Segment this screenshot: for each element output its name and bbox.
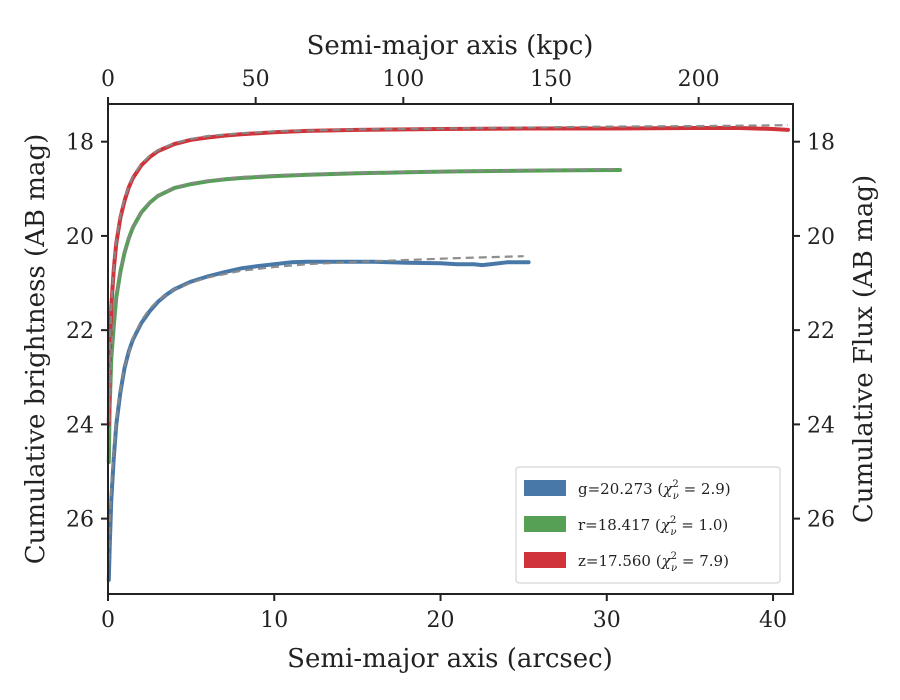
model-curve-r: [107, 167, 621, 448]
top-tick-label: 100: [382, 67, 424, 92]
right-y-tick-label: 18: [807, 131, 835, 156]
y-tick-label: 26: [66, 508, 94, 533]
legend-label: r=18.417 (χ2 ν = 1.0): [578, 515, 728, 538]
top-tick-label: 50: [242, 67, 270, 92]
y-tick-label: 22: [66, 319, 94, 344]
plot-area: [106, 124, 790, 582]
right-y-tick-label: 22: [807, 319, 835, 344]
model-curve-z: [107, 124, 789, 416]
legend-box: [515, 466, 781, 584]
right-y-tick-label: 20: [807, 225, 835, 250]
legend: g=20.273 (χ2 ν = 2.9) r=18.417 (χ2 ν = 1.0)…: [515, 466, 781, 584]
x-tick-label: 20: [427, 608, 455, 633]
legend-label: z=17.560 (χ2 ν = 7.9): [578, 551, 729, 574]
x-axis-title: Semi-major axis (arcsec): [287, 644, 613, 674]
plot-frame: [107, 103, 794, 595]
top-tick-label: 200: [678, 67, 720, 92]
right-y-axis-title: Cumulative Flux (AB mag): [849, 175, 879, 523]
x-tick-label: 30: [593, 608, 621, 633]
y-tick-label: 24: [66, 413, 94, 438]
top-axis-title: Semi-major axis (kpc): [307, 31, 594, 61]
y-axis-title: Cumulative brightness (AB mag): [21, 134, 51, 565]
y-tick-label: 18: [66, 131, 94, 156]
right-y-tick-label: 26: [807, 508, 835, 533]
x-tick-label: 0: [101, 608, 115, 633]
legend-swatch: [524, 552, 566, 568]
x-tick-label: 10: [260, 608, 288, 633]
x-tick-label: 40: [759, 608, 787, 633]
legend-swatch: [524, 480, 566, 496]
top-tick-label: 0: [101, 67, 115, 92]
right-y-tick-label: 24: [807, 413, 835, 438]
y-tick-label: 20: [66, 225, 94, 250]
axis-ticks: 0 10 20 30 40 0 50 100 150 200 18 18 20 20 22 22 24 24 26 2…: [66, 67, 835, 633]
model-curve-g: [107, 255, 524, 562]
legend-label: g=20.273 (χ2 ν = 2.9): [578, 479, 731, 502]
legend-swatch: [524, 516, 566, 532]
top-tick-label: 150: [530, 67, 572, 92]
